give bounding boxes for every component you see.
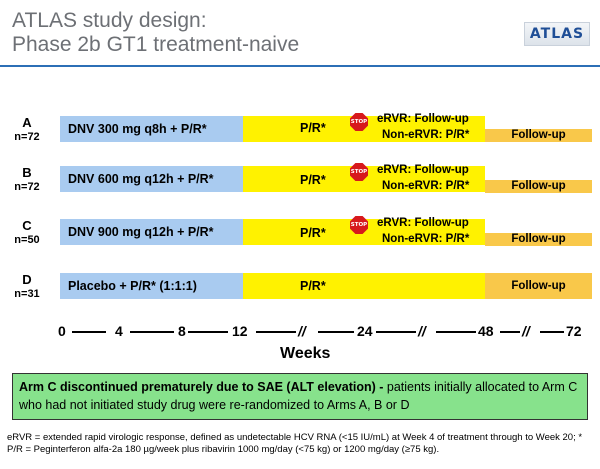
axis-tick-48: 48 [478, 323, 494, 339]
arm-b-ervr: eRVR: Follow-up [377, 164, 469, 176]
atlas-logo: ATLAS [524, 22, 590, 46]
axis-tick-72: 72 [566, 323, 582, 339]
axis-break-2: // [418, 323, 426, 339]
arm-c-dnv-phase: DNV 900 mg q12h + P/R* [60, 219, 243, 245]
arm-c-letter: C [22, 218, 32, 233]
page-title: ATLAS study design: Phase 2b GT1 treatme… [12, 9, 299, 57]
stop-sign-icon: STOP [350, 163, 368, 181]
arm-d-pr-label: P/R* [300, 279, 326, 293]
arm-c-non-ervr: Non-eRVR: P/R* [382, 233, 470, 245]
axis-tick-0: 0 [58, 323, 66, 339]
title-line-2: Phase 2b GT1 treatment-naive [12, 33, 300, 56]
arm-d-n: n=31 [14, 288, 40, 300]
stop-sign-icon: STOP [350, 113, 368, 131]
arm-a-label: A n=72 [0, 116, 54, 144]
arm-a-dnv-phase: DNV 300 mg q8h + P/R* [60, 116, 243, 142]
axis-segment [436, 331, 476, 333]
arm-b-pr-label: P/R* [300, 173, 326, 187]
arm-a-pr-label: P/R* [300, 121, 326, 135]
axis-title: Weeks [280, 345, 331, 362]
arm-b-n: n=72 [14, 181, 40, 193]
arm-c-n: n=50 [14, 234, 40, 246]
arm-c-followup-phase [485, 233, 592, 246]
axis-segment [318, 331, 354, 333]
title-line-1: ATLAS study design: [12, 9, 207, 32]
axis-segment [130, 331, 174, 333]
axis-segment [256, 331, 296, 333]
axis-segment [500, 331, 520, 333]
arm-d-followup: Follow-up [511, 280, 566, 292]
arm-c-ervr: eRVR: Follow-up [377, 217, 469, 229]
axis-tick-4: 4 [115, 323, 123, 339]
arm-a-non-ervr: Non-eRVR: P/R* [382, 129, 470, 141]
arm-b-non-ervr: Non-eRVR: P/R* [382, 180, 470, 192]
axis-break-1: // [298, 323, 306, 339]
arm-d-letter: D [22, 272, 32, 287]
arm-a-followup: Follow-up [511, 129, 566, 141]
arm-b-followup: Follow-up [511, 180, 566, 192]
arm-b-letter: B [22, 165, 32, 180]
arm-b-dnv-phase: DNV 600 mg q12h + P/R* [60, 166, 243, 192]
axis-segment [376, 331, 416, 333]
arm-c-pr-label: P/R* [300, 226, 326, 240]
arm-b-label: B n=72 [0, 166, 54, 194]
title-divider [0, 65, 600, 67]
arm-b-followup-phase [485, 180, 592, 193]
arm-a-letter: A [22, 115, 32, 130]
axis-tick-8: 8 [178, 323, 186, 339]
arm-a-followup-phase [485, 129, 592, 142]
arm-c-label: C n=50 [0, 219, 54, 247]
arm-a-n: n=72 [14, 131, 40, 143]
axis-segment [188, 331, 228, 333]
axis-break-3: // [522, 323, 530, 339]
arm-d-label: D n=31 [0, 273, 54, 301]
arm-d-followup-phase [485, 273, 592, 299]
axis-tick-24: 24 [357, 323, 373, 339]
note-bold: Arm C discontinued prematurely due to SA… [19, 380, 384, 394]
note-text: patients initially allocated to Arm C wh… [19, 380, 578, 412]
arm-c-discontinuation-note: Arm C discontinued prematurely due to SA… [12, 373, 588, 420]
arm-a-ervr: eRVR: Follow-up [377, 113, 469, 125]
axis-segment [540, 331, 564, 333]
footnote: eRVR = extended rapid virologic response… [7, 432, 583, 455]
arm-d-placebo-phase: Placebo + P/R* (1:1:1) [60, 273, 243, 299]
arm-c-followup: Follow-up [511, 233, 566, 245]
stop-sign-icon: STOP [350, 216, 368, 234]
axis-tick-12: 12 [232, 323, 248, 339]
arm-d-pr-phase [243, 273, 485, 299]
axis-segment [72, 331, 106, 333]
